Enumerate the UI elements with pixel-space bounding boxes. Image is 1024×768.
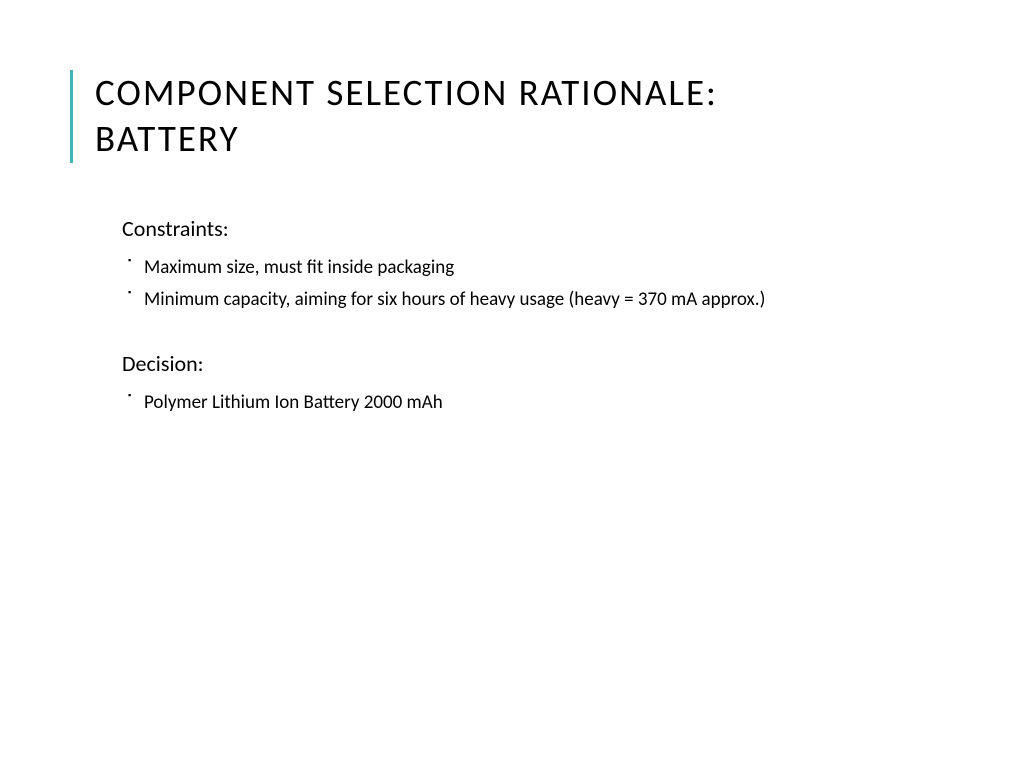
section-heading: Decision: [122,350,954,377]
list-item: Maximum size, must fit inside packaging [128,252,954,284]
title-container: COMPONENT SELECTION RATIONALE: BATTERY [70,70,954,163]
bullet-list: Maximum size, must fit inside packaging … [122,252,954,317]
title-line-2: BATTERY [95,116,240,161]
section-heading: Constraints: [122,215,954,242]
list-item: Minimum capacity, aiming for six hours o… [128,284,954,316]
list-item: Polymer Lithium Ion Battery 2000 mAh [128,387,954,419]
slide-title: COMPONENT SELECTION RATIONALE: BATTERY [95,70,954,163]
constraints-section: Constraints: Maximum size, must fit insi… [122,215,954,317]
slide-container: COMPONENT SELECTION RATIONALE: BATTERY C… [0,0,1024,768]
decision-section: Decision: Polymer Lithium Ion Battery 20… [122,350,954,419]
content-area: Constraints: Maximum size, must fit insi… [70,215,954,420]
title-line-1: COMPONENT SELECTION RATIONALE: [95,70,718,115]
bullet-list: Polymer Lithium Ion Battery 2000 mAh [122,387,954,419]
